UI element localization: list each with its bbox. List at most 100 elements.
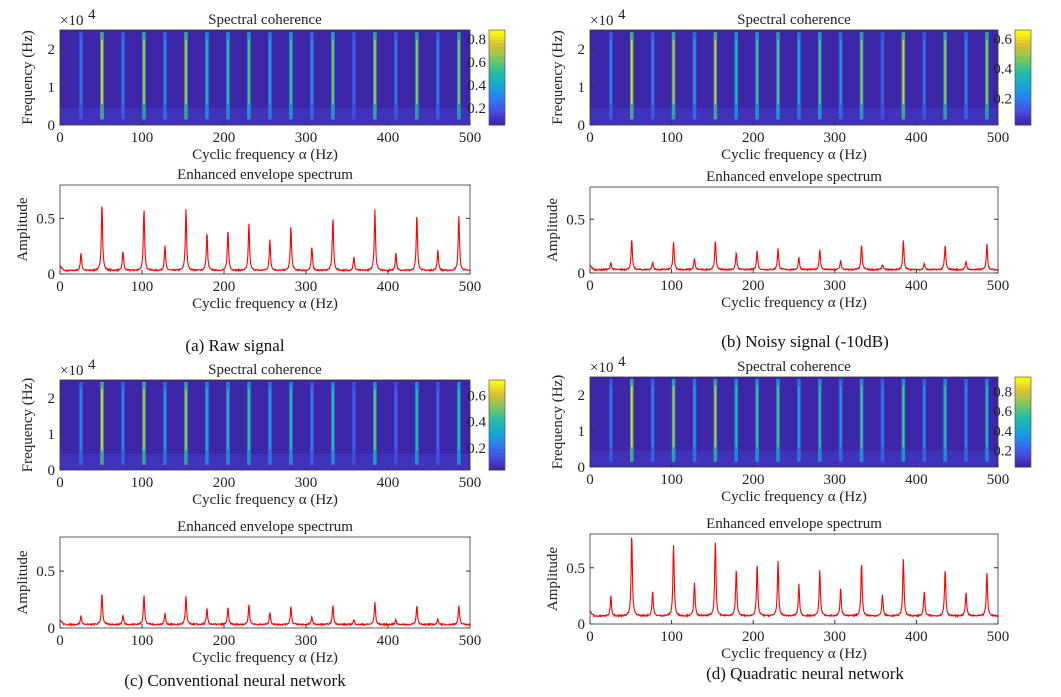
colorbar-segment <box>1015 55 1031 59</box>
colorbar-segment <box>489 87 505 91</box>
heatmap-xlabel: Cyclic frequency α (Hz) <box>721 147 867 163</box>
x-tick-label: 500 <box>459 130 482 146</box>
colorbar-segment <box>489 80 505 85</box>
x-tick-label: 500 <box>987 629 1010 645</box>
heatmap-low-band <box>590 450 998 467</box>
colorbar-segment <box>489 33 505 37</box>
colorbar-segment <box>1015 416 1031 420</box>
y-tick-label: 1 <box>48 80 56 96</box>
y-tick-label: 0 <box>578 266 586 282</box>
coherence-stripe-core <box>756 39 758 105</box>
coherence-stripe-core <box>248 389 250 451</box>
colorbar-segment <box>1015 83 1031 88</box>
coherence-stripe-core <box>101 39 103 105</box>
coherence-stripe-core <box>311 39 313 105</box>
subplot-a: 0 100 200 300 400 500 0 1 2×10 4 Spectral coherenc… <box>15 7 506 355</box>
colorbar-tick-label: 0.4 <box>993 62 1012 78</box>
y-multiplier-exponent: 4 <box>88 357 96 373</box>
coherence-stripe-core <box>101 389 103 451</box>
colorbar-segment <box>489 434 505 438</box>
heatmap-low-band <box>60 107 470 125</box>
x-tick-label: 200 <box>213 130 236 146</box>
x-tick-label: 500 <box>987 130 1010 146</box>
colorbar-segment <box>1015 45 1031 50</box>
colorbar-segment <box>1015 33 1031 37</box>
colorbar-segment <box>489 64 505 69</box>
spectrum-ylabel: Amplitude <box>15 197 31 262</box>
x-tick-label: 0 <box>586 278 594 294</box>
colorbar-segment <box>489 109 505 113</box>
colorbar-segment <box>489 93 505 97</box>
colorbar-tick-label: 0.6 <box>993 32 1012 48</box>
colorbar-segment <box>1015 407 1031 411</box>
y-tick-label: 0 <box>48 118 56 134</box>
colorbar-segment <box>489 449 505 453</box>
colorbar-segment <box>1015 64 1031 69</box>
x-tick-label: 100 <box>131 279 154 295</box>
heatmap-title: Spectral coherence <box>737 359 851 375</box>
coherence-stripe-core <box>944 39 946 105</box>
coherence-stripe-core <box>143 39 145 105</box>
colorbar-segment <box>1015 87 1031 91</box>
coherence-stripe-core <box>437 39 439 105</box>
colorbar: 0.2 0.4 0.6 <box>993 29 1032 126</box>
colorbar-segment <box>489 428 505 432</box>
y-multiplier: ×10 <box>590 13 613 29</box>
coherence-stripe-core <box>164 389 166 451</box>
colorbar-segment <box>1015 404 1031 408</box>
x-tick-label: 500 <box>459 475 482 491</box>
subplot-b: 0 100 200 300 400 500 0 1 2×10 4 Spectral coherenc… <box>545 7 1032 351</box>
colorbar-segment <box>489 99 505 104</box>
heatmap-xlabel: Cyclic frequency α (Hz) <box>721 489 867 505</box>
heatmap-axes-box <box>589 376 999 468</box>
coherence-stripe-core <box>269 389 271 451</box>
x-tick-label: 100 <box>660 278 683 294</box>
colorbar-segment <box>1015 383 1031 387</box>
coherence-stripe-core <box>798 386 800 448</box>
colorbar-segment <box>1015 58 1031 63</box>
colorbar-tick-label: 0.2 <box>467 101 486 117</box>
y-tick-label: 0.5 <box>36 564 55 580</box>
colorbar-tick-label: 0.4 <box>993 424 1012 440</box>
y-tick-label: 0.5 <box>566 212 585 228</box>
coherence-stripe-core <box>80 389 82 451</box>
colorbar-segment <box>489 49 505 53</box>
colorbar-segment <box>489 404 505 408</box>
colorbar-segment <box>1015 109 1031 113</box>
coherence-stripe-core <box>672 39 675 105</box>
colorbar-segment <box>489 106 505 110</box>
colorbar-segment <box>1015 118 1031 123</box>
colorbar-segment <box>1015 49 1031 53</box>
x-tick-label: 500 <box>987 472 1010 488</box>
spectrum-title: Enhanced envelope spectrum <box>706 516 882 532</box>
y-tick-label: 0 <box>48 621 56 637</box>
x-tick-label: 100 <box>131 130 154 146</box>
colorbar-segment <box>1015 419 1031 423</box>
colorbar-segment <box>489 52 505 56</box>
y-tick-label: 0 <box>48 267 56 283</box>
spectrum-ylabel: Amplitude <box>15 550 31 615</box>
colorbar-segment <box>489 464 505 468</box>
coherence-stripe-core <box>839 39 842 105</box>
colorbar-segment <box>1015 431 1031 435</box>
colorbar-segment <box>1015 377 1031 381</box>
coherence-stripe-core <box>437 389 439 451</box>
colorbar-tick-label: 0.6 <box>467 389 486 405</box>
colorbar-segment <box>1015 446 1031 450</box>
x-tick-label: 300 <box>295 475 318 491</box>
x-tick-label: 500 <box>987 278 1010 294</box>
spectral-coherence-plot: 0 100 200 300 400 500 0 1 2×10 4 Spectral coherenc… <box>550 354 1032 505</box>
coherence-stripe-core <box>860 386 863 448</box>
subplot-c: 0 100 200 300 400 500 0 1 2×10 4 Spectral coherenc… <box>15 357 506 690</box>
colorbar-segment <box>489 102 505 107</box>
coherence-stripe-core <box>122 389 124 451</box>
coherence-stripe-core <box>672 386 675 448</box>
coherence-stripe-core <box>881 386 884 448</box>
coherence-stripe-core <box>458 389 460 451</box>
x-tick-label: 300 <box>295 279 318 295</box>
x-tick-label: 300 <box>824 278 847 294</box>
coherence-stripe-core <box>227 389 229 451</box>
spectrum-line <box>59 206 471 273</box>
spectral-coherence-plot: 0 100 200 300 400 500 0 1 2×10 4 Spectral coherenc… <box>20 357 506 508</box>
heatmap-low-band <box>60 453 470 470</box>
